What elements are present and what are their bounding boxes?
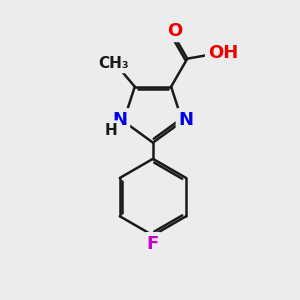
Text: H: H bbox=[105, 123, 118, 138]
Text: F: F bbox=[147, 235, 159, 253]
Text: OH: OH bbox=[208, 44, 238, 62]
Text: N: N bbox=[112, 111, 128, 129]
Text: N: N bbox=[178, 111, 194, 129]
Text: O: O bbox=[167, 22, 182, 40]
Text: CH₃: CH₃ bbox=[98, 56, 129, 71]
